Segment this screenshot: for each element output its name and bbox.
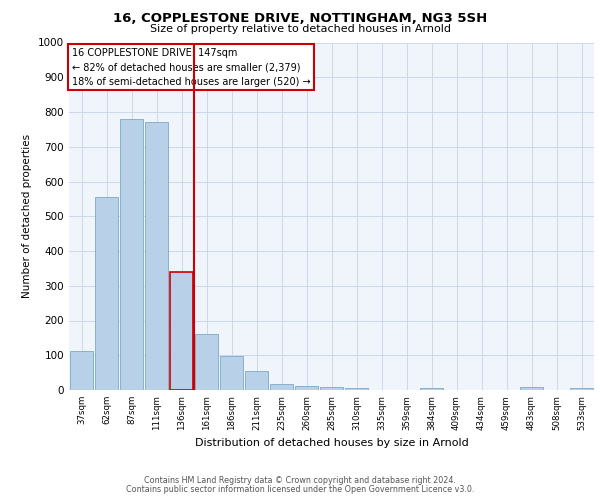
Bar <box>194 334 218 390</box>
X-axis label: Distribution of detached houses by size in Arnold: Distribution of detached houses by size … <box>194 438 469 448</box>
Bar <box>245 371 268 390</box>
Bar <box>220 356 244 390</box>
Bar <box>419 388 443 390</box>
Bar <box>170 272 193 390</box>
Text: 16, COPPLESTONE DRIVE, NOTTINGHAM, NG3 5SH: 16, COPPLESTONE DRIVE, NOTTINGHAM, NG3 5… <box>113 12 487 26</box>
Bar <box>95 198 118 390</box>
Bar <box>569 388 593 390</box>
Bar <box>119 120 143 390</box>
Bar <box>520 387 544 390</box>
Text: Size of property relative to detached houses in Arnold: Size of property relative to detached ho… <box>149 24 451 34</box>
Bar <box>269 384 293 390</box>
Bar <box>295 386 319 390</box>
Y-axis label: Number of detached properties: Number of detached properties <box>22 134 32 298</box>
Text: Contains public sector information licensed under the Open Government Licence v3: Contains public sector information licen… <box>126 485 474 494</box>
Text: 16 COPPLESTONE DRIVE: 147sqm
← 82% of detached houses are smaller (2,379)
18% of: 16 COPPLESTONE DRIVE: 147sqm ← 82% of de… <box>71 48 310 86</box>
Bar <box>70 351 94 390</box>
Bar <box>145 122 169 390</box>
Text: Contains HM Land Registry data © Crown copyright and database right 2024.: Contains HM Land Registry data © Crown c… <box>144 476 456 485</box>
Bar <box>320 387 343 390</box>
Bar <box>344 388 368 390</box>
